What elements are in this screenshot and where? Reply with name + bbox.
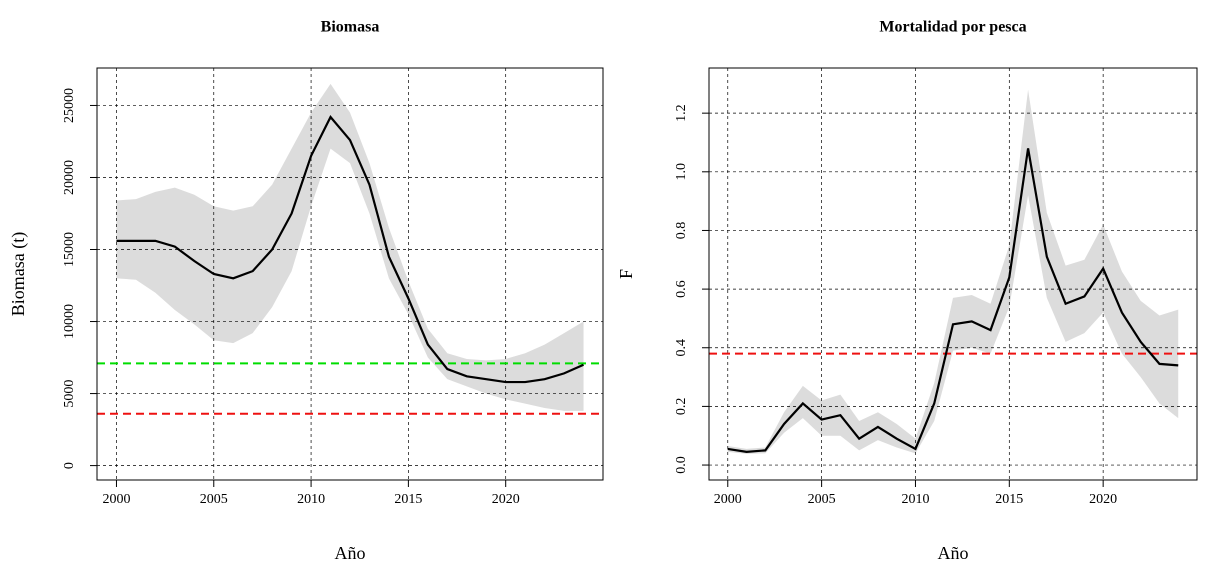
x-tick-label: 2015 — [394, 492, 422, 507]
data-line — [116, 114, 584, 384]
y-axis-label: Biomasa (t) — [8, 232, 29, 316]
confidence-band — [727, 89, 1179, 454]
y-axis-label: F — [616, 269, 636, 279]
chart-title: Biomasa — [321, 19, 380, 36]
chart-title: Mortalidad por pesca — [879, 19, 1026, 36]
plot-frame — [708, 67, 1198, 481]
y-tick-label: 0.6 — [674, 280, 689, 298]
x-tick-label: 2005 — [808, 492, 836, 507]
y-tick-label: 0.8 — [674, 222, 689, 240]
x-tick-label: 2005 — [200, 492, 228, 507]
y-tick-label: 25000 — [62, 88, 77, 123]
x-tick-label: 2020 — [492, 492, 520, 507]
x-tick-label: 2000 — [714, 492, 742, 507]
confidence-band — [116, 83, 584, 411]
x-tick-label: 2015 — [995, 492, 1023, 507]
y-tick-label: 0 — [62, 462, 77, 469]
x-axis-label: Año — [938, 543, 969, 563]
x-axis-label: Año — [335, 543, 366, 563]
x-tick-label: 2000 — [102, 492, 130, 507]
plot-frame — [96, 67, 604, 481]
y-tick-label: 1.0 — [674, 163, 689, 181]
data-line — [727, 148, 1179, 453]
y-tick-label: 5000 — [62, 380, 77, 408]
x-tick-label: 2010 — [297, 492, 325, 507]
y-tick-label: 10000 — [62, 304, 77, 339]
y-tick-label: 1.2 — [674, 104, 689, 122]
y-tick-label: 15000 — [62, 232, 77, 267]
x-tick-label: 2020 — [1089, 492, 1117, 507]
y-tick-label: 0.4 — [674, 339, 689, 357]
y-tick-label: 0.2 — [674, 398, 689, 416]
x-tick-label: 2010 — [901, 492, 929, 507]
y-tick-label: 0.0 — [674, 456, 689, 474]
y-tick-label: 20000 — [62, 160, 77, 195]
